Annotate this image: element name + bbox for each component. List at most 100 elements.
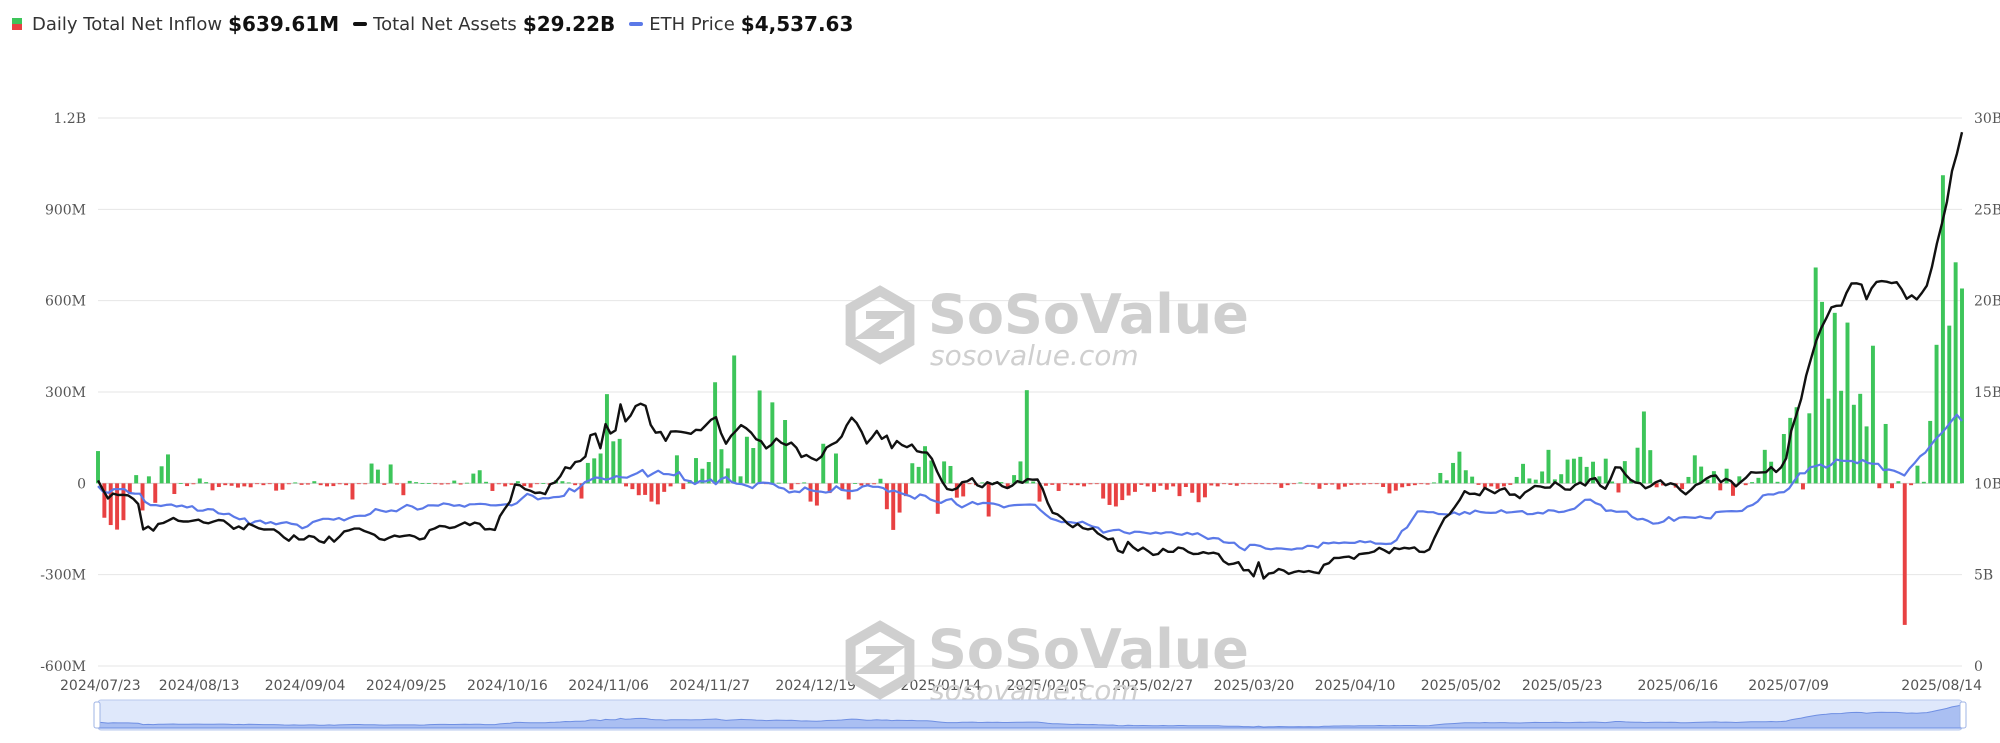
- inflow-bar-positive[interactable]: [1597, 476, 1602, 484]
- inflow-bar-negative[interactable]: [401, 483, 406, 496]
- inflow-bar-positive[interactable]: [1565, 459, 1570, 484]
- legend-item-assets[interactable]: Total Net Assets $29.22B: [353, 12, 615, 36]
- inflow-bar-positive[interactable]: [1762, 449, 1767, 484]
- inflow-bar-positive[interactable]: [1470, 476, 1475, 484]
- legend-item-inflow[interactable]: Daily Total Net Inflow $639.61M: [8, 12, 339, 36]
- inflow-bar-negative[interactable]: [248, 483, 253, 488]
- inflow-bar-negative[interactable]: [1234, 483, 1239, 486]
- inflow-bar-positive[interactable]: [204, 482, 209, 484]
- inflow-bar-negative[interactable]: [337, 483, 342, 485]
- inflow-bar-positive[interactable]: [178, 483, 183, 484]
- inflow-bar-positive[interactable]: [1692, 455, 1697, 484]
- inflow-bar-negative[interactable]: [649, 483, 654, 502]
- inflow-bar-negative[interactable]: [986, 483, 991, 517]
- inflow-bar-positive[interactable]: [452, 480, 457, 484]
- inflow-bar-negative[interactable]: [274, 483, 279, 491]
- inflow-bar-negative[interactable]: [1082, 483, 1087, 487]
- inflow-bar-positive[interactable]: [1940, 175, 1945, 484]
- inflow-bar-negative[interactable]: [1075, 483, 1080, 486]
- inflow-bar-negative[interactable]: [1508, 483, 1513, 485]
- inflow-bar-negative[interactable]: [1094, 483, 1099, 485]
- inflow-bar-negative[interactable]: [1323, 483, 1328, 485]
- inflow-bar-positive[interactable]: [1457, 451, 1462, 484]
- inflow-bar-positive[interactable]: [802, 482, 807, 484]
- inflow-bar-positive[interactable]: [1705, 479, 1710, 484]
- inflow-bar-positive[interactable]: [776, 482, 781, 484]
- inflow-bar-negative[interactable]: [318, 483, 323, 486]
- inflow-bar-positive[interactable]: [980, 482, 985, 484]
- inflow-bar-negative[interactable]: [636, 483, 641, 496]
- legend-item-eth[interactable]: ETH Price $4,537.63: [629, 12, 853, 36]
- inflow-bar-negative[interactable]: [1501, 483, 1506, 487]
- inflow-bar-negative[interactable]: [1285, 483, 1290, 486]
- inflow-bar-negative[interactable]: [1043, 483, 1048, 486]
- inflow-bar-negative[interactable]: [1381, 483, 1386, 487]
- inflow-bar-negative[interactable]: [808, 483, 813, 502]
- inflow-bar-negative[interactable]: [1909, 483, 1914, 486]
- inflow-bar-negative[interactable]: [1400, 483, 1405, 488]
- inflow-bar-positive[interactable]: [1514, 476, 1519, 484]
- inflow-bar-positive[interactable]: [744, 436, 749, 484]
- inflow-bar-negative[interactable]: [255, 483, 260, 485]
- inflow-bar-positive[interactable]: [1788, 417, 1793, 484]
- inflow-bar-negative[interactable]: [223, 483, 228, 486]
- inflow-bar-positive[interactable]: [1463, 470, 1468, 484]
- inflow-bar-positive[interactable]: [1559, 474, 1564, 484]
- inflow-bar-positive[interactable]: [1432, 482, 1436, 484]
- inflow-bar-negative[interactable]: [1183, 483, 1188, 487]
- inflow-bar-negative[interactable]: [681, 483, 686, 490]
- navigator-right-handle[interactable]: [1959, 701, 1967, 729]
- inflow-bar-negative[interactable]: [458, 483, 463, 485]
- inflow-bar-negative[interactable]: [1800, 483, 1805, 490]
- inflow-bar-negative[interactable]: [884, 483, 889, 510]
- inflow-bar-positive[interactable]: [923, 446, 928, 484]
- inflow-bar-positive[interactable]: [541, 483, 546, 484]
- inflow-bar-positive[interactable]: [757, 390, 762, 484]
- inflow-bar-negative[interactable]: [210, 483, 215, 491]
- inflow-bar-negative[interactable]: [1304, 483, 1309, 485]
- inflow-bar-positive[interactable]: [1591, 461, 1595, 484]
- inflow-bar-negative[interactable]: [1902, 483, 1907, 625]
- inflow-bar-negative[interactable]: [1209, 483, 1214, 486]
- inflow-bar-negative[interactable]: [439, 483, 444, 485]
- inflow-bar-positive[interactable]: [719, 449, 724, 484]
- inflow-bar-negative[interactable]: [1005, 483, 1010, 489]
- inflow-bar-negative[interactable]: [1412, 483, 1417, 486]
- inflow-bar-negative[interactable]: [1342, 483, 1347, 487]
- inflow-bar-negative[interactable]: [872, 483, 877, 485]
- inflow-bar-positive[interactable]: [1540, 471, 1545, 484]
- inflow-bar-positive[interactable]: [484, 481, 489, 484]
- inflow-bar-positive[interactable]: [942, 461, 947, 484]
- inflow-bar-negative[interactable]: [935, 483, 940, 514]
- inflow-bar-negative[interactable]: [1680, 483, 1685, 490]
- inflow-bar-positive[interactable]: [1851, 404, 1856, 484]
- inflow-bar-positive[interactable]: [134, 475, 139, 484]
- inflow-bar-positive[interactable]: [732, 355, 737, 484]
- inflow-bar-positive[interactable]: [1603, 458, 1608, 484]
- inflow-bar-positive[interactable]: [1711, 471, 1716, 484]
- inflow-bar-positive[interactable]: [1533, 479, 1538, 484]
- inflow-bar-negative[interactable]: [242, 483, 247, 487]
- inflow-bar-positive[interactable]: [146, 476, 151, 484]
- inflow-bar-negative[interactable]: [795, 483, 800, 485]
- inflow-bar-positive[interactable]: [910, 463, 915, 484]
- inflow-bar-negative[interactable]: [1718, 483, 1723, 491]
- inflow-bar-positive[interactable]: [1883, 423, 1888, 484]
- inflow-bar-positive[interactable]: [1960, 288, 1964, 484]
- inflow-bar-positive[interactable]: [1629, 479, 1634, 484]
- inflow-bar-negative[interactable]: [573, 483, 578, 486]
- inflow-bar-negative[interactable]: [903, 483, 908, 497]
- inflow-bar-negative[interactable]: [1247, 483, 1252, 485]
- inflow-bar-negative[interactable]: [827, 483, 832, 494]
- inflow-bar-negative[interactable]: [121, 483, 126, 521]
- inflow-bar-positive[interactable]: [1641, 411, 1646, 484]
- inflow-bar-positive[interactable]: [916, 466, 921, 484]
- inflow-bar-positive[interactable]: [471, 473, 476, 484]
- inflow-bar-negative[interactable]: [1215, 483, 1220, 487]
- inflow-bar-positive[interactable]: [1864, 426, 1869, 484]
- inflow-bar-negative[interactable]: [191, 483, 196, 485]
- inflow-bar-negative[interactable]: [1336, 483, 1341, 490]
- inflow-bar-negative[interactable]: [1317, 483, 1322, 489]
- inflow-bar-positive[interactable]: [96, 451, 100, 484]
- inflow-bar-negative[interactable]: [382, 483, 387, 485]
